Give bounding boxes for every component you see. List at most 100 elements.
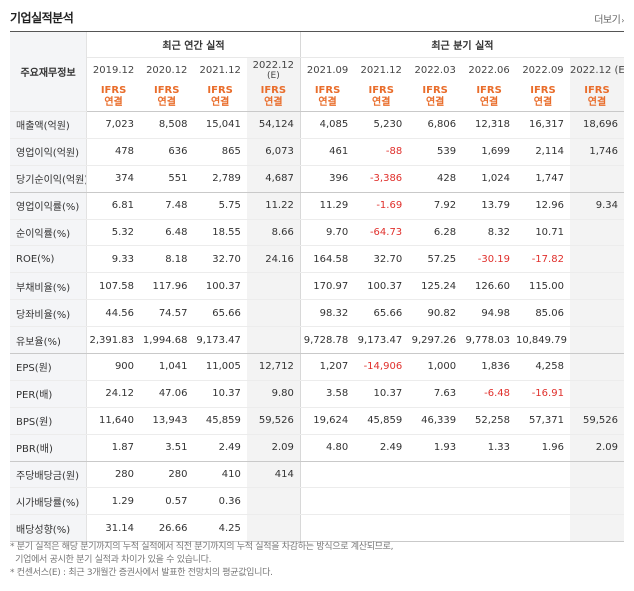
estimate-mark: (E) (267, 71, 280, 81)
table-cell: 94.98 (462, 299, 517, 328)
table-cell (569, 353, 624, 381)
table-cell: 7.63 (408, 380, 463, 408)
ifrs-label: IFRS (368, 85, 394, 96)
table-cell: 13,943 (140, 407, 194, 435)
table-row: 영업이익률(%) 6.81 7.48 5.75 11.22 11.29 -1.69 7.92 1… (10, 192, 624, 220)
table-cell (299, 514, 355, 543)
table-cell: 1.96 (516, 434, 570, 462)
table-cell: 2.09 (246, 434, 301, 462)
table-cell (299, 487, 355, 516)
table-row: PBR(배) 1.87 3.51 2.49 2.09 4.80 2.49 1.93 1.33 1.… (10, 434, 624, 462)
table-cell: 45,859 (193, 407, 247, 435)
row-label: PER(배) (10, 380, 88, 408)
table-row: ROE(%) 9.33 8.18 32.70 24.16 164.58 32.70 57.25… (10, 245, 624, 274)
consolidated-label: 연결 (587, 97, 607, 108)
table-cell: 19,624 (299, 407, 355, 435)
table-row: 주당배당금(원) 280 280 410 414 (10, 461, 624, 489)
row-label: 부채비율(%) (10, 272, 88, 301)
table-cell: 10.37 (354, 380, 409, 408)
table-cell: 4,085 (299, 111, 355, 139)
table-cell: 57.25 (408, 245, 463, 274)
table-cell: 9.33 (86, 245, 141, 274)
table-cell: 1.93 (408, 434, 463, 462)
table-cell: 9,778.03 (462, 326, 517, 355)
table-cell (462, 461, 517, 489)
table-cell: -3,386 (354, 165, 409, 193)
more-label: 더보기 (594, 15, 621, 26)
table-cell: 1.87 (86, 434, 141, 462)
table-cell: 1,994.68 (140, 326, 194, 355)
annual-group-header: 최근 연간 실적 (86, 32, 301, 58)
table-cell (354, 514, 409, 543)
table-cell: 24.12 (86, 380, 141, 408)
table-cell: 1,747 (516, 165, 570, 193)
ifrs-label: IFRS (207, 85, 233, 96)
consolidated-label: 연결 (157, 97, 176, 108)
period-header: 2022.06 (462, 58, 516, 84)
table-cell: 9.80 (246, 380, 301, 408)
table-cell: 11,640 (86, 407, 141, 435)
table-row: BPS(원) 11,640 13,943 45,859 59,526 19,624 45,8… (10, 407, 624, 435)
consolidated-label: 연결 (533, 97, 553, 108)
period-header: 2019.12 (87, 58, 140, 84)
ifrs-label: IFRS (422, 85, 448, 96)
table-cell: 164.58 (299, 245, 355, 274)
table-cell: 2.49 (354, 434, 409, 462)
period-header: 2022.09 (516, 58, 570, 84)
table-row: 배당성향(%) 31.14 26.66 4.25 (10, 514, 624, 543)
table-cell: 8.66 (246, 219, 301, 247)
period-header: 2022.03 (408, 58, 462, 84)
table-cell (516, 461, 570, 489)
table-cell: 2,114 (516, 138, 570, 166)
consolidated-label: 연결 (104, 97, 123, 108)
ifrs-label: IFRS (530, 85, 556, 96)
table-cell: 1,041 (140, 353, 194, 381)
table-row: 시가배당률(%) 1.29 0.57 0.36 (10, 487, 624, 516)
table-cell: 100.37 (193, 272, 247, 301)
table-cell: 1,024 (462, 165, 517, 193)
table-cell (569, 461, 624, 489)
table-cell: 0.36 (193, 487, 247, 516)
table-cell (462, 487, 517, 516)
table-cell (516, 487, 570, 516)
period-header: 2021.09 (299, 57, 355, 83)
row-label: 시가배당률(%) (10, 487, 88, 516)
table-row: EPS(원) 900 1,041 11,005 12,712 1,207 -14,906 1,… (10, 353, 624, 381)
table-cell (569, 514, 624, 543)
table-cell: 24.16 (246, 245, 301, 274)
table-cell: 10.71 (516, 219, 570, 247)
ifrs-badge: IFRS 연결 (86, 83, 141, 112)
table-cell: 12.96 (516, 192, 570, 220)
period-header: 2020.12 (140, 58, 193, 84)
table-cell: 396 (299, 165, 355, 193)
table-cell: 85.06 (516, 299, 570, 328)
table-cell: 65.66 (354, 299, 409, 328)
table-cell: 5.32 (86, 219, 141, 247)
table-cell (246, 326, 301, 355)
table-cell: 59,526 (569, 407, 624, 435)
table-cell: 115.00 (516, 272, 570, 301)
table-cell: 5.75 (193, 192, 247, 220)
row-label: 순이익률(%) (10, 219, 88, 247)
table-cell (408, 461, 463, 489)
table-cell (246, 487, 301, 516)
row-label: 유보율(%) (10, 326, 88, 355)
period-label: 2022.06 (468, 65, 510, 76)
more-link[interactable]: 더보기› (594, 11, 624, 26)
period-label: 2021.09 (306, 65, 349, 76)
table-cell (569, 487, 624, 516)
table-row: 영업이익(억원) 478 636 865 6,073 461 -88 539 1,699 2,11… (10, 138, 624, 166)
table-cell: 6.48 (140, 219, 194, 247)
footnote-3: * 컨센서스(E) : 최근 3개월간 증권사에서 발표한 전망치의 평균값입니… (10, 568, 273, 578)
ifrs-badge: IFRS 연결 (246, 83, 301, 112)
table-cell: 1,000 (408, 353, 463, 381)
table-cell: 1,699 (462, 138, 517, 166)
table-cell: 636 (140, 138, 194, 166)
table-cell: 4,258 (516, 353, 570, 381)
table-cell (299, 461, 355, 489)
table-cell: 65.66 (193, 299, 247, 328)
ifrs-badge: IFRS 연결 (408, 83, 463, 112)
table-cell: 414 (246, 461, 301, 489)
table-cell: -30.19 (462, 245, 517, 274)
table-cell: 9,728.78 (299, 326, 355, 355)
